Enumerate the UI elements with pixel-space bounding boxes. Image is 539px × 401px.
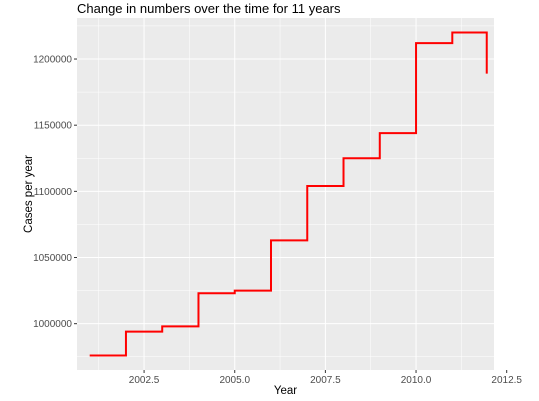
x-axis-title: Year: [274, 385, 297, 397]
y-axis: 1000000 1050000 1100000 1150000 1200000: [33, 55, 77, 330]
x-tick-label: 2005.0: [219, 375, 250, 386]
series-layer: [89, 31, 488, 357]
series-step-line: [89, 31, 488, 357]
x-tick-label: 2007.5: [310, 375, 341, 386]
minor-gridlines: [77, 18, 494, 370]
y-tick-label: 1100000: [34, 187, 73, 198]
y-tick-label: 1050000: [33, 253, 72, 264]
major-gridlines: [77, 18, 494, 370]
y-tick-label: 1200000: [33, 55, 72, 66]
chart-title: Change in numbers over the time for 11 y…: [77, 1, 341, 16]
plot-panel: [77, 18, 494, 370]
x-tick-label: 2012.5: [491, 375, 522, 386]
x-tick-label: 2002.5: [129, 375, 160, 386]
y-tick-label: 1150000: [34, 121, 73, 132]
x-tick-label: 2010.0: [401, 375, 432, 386]
y-axis-title: Cases per year: [23, 155, 35, 233]
y-tick-label: 1000000: [33, 319, 72, 330]
x-axis: 2002.5 2005.0 2007.5 2010.0 2012.5: [129, 370, 522, 386]
